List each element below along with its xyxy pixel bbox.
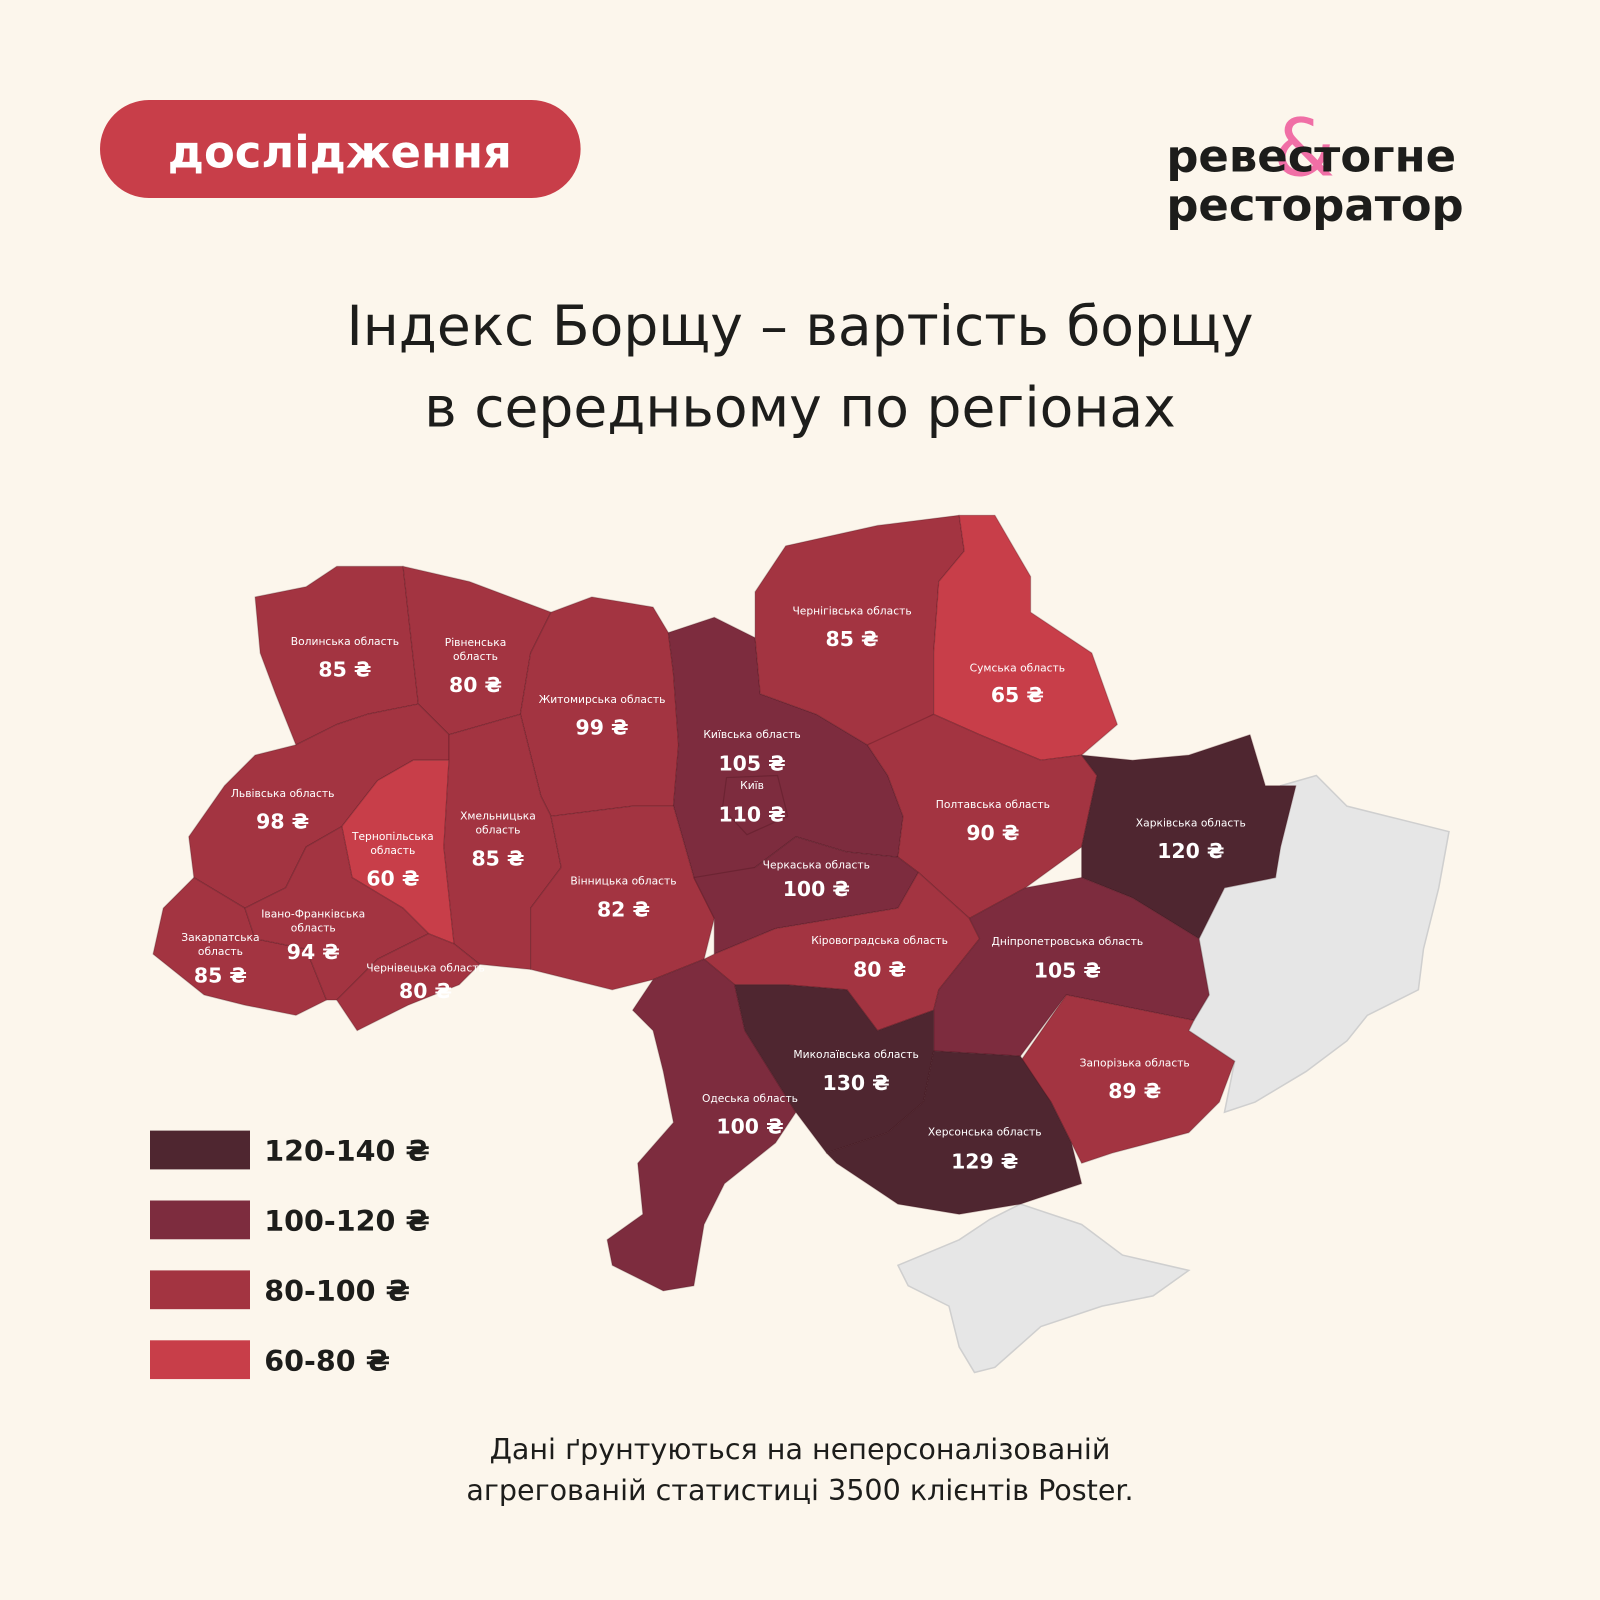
region-price: 94 ₴: [287, 940, 340, 964]
region-name: Харківська область: [1136, 817, 1246, 830]
legend-label: 100-120 ₴: [264, 1204, 430, 1238]
legend-swatch: [150, 1130, 250, 1170]
region-price: 130 ₴: [823, 1071, 890, 1095]
region-name: Сумська область: [970, 661, 1065, 674]
occupied: [896, 774, 1450, 1374]
region-name: Житомирська область: [539, 693, 666, 706]
legend-swatch: [150, 1200, 250, 1240]
region-name: Чернігівська область: [792, 604, 911, 617]
logo-line1: ревестогне: [1166, 129, 1456, 182]
legend-swatch: [150, 1340, 250, 1380]
region-name: область: [291, 922, 336, 935]
legend-label: 80-100 ₴: [264, 1274, 410, 1308]
region-name: Дніпропетровська область: [991, 935, 1143, 948]
footnote: агрегованій статистиці 3500 клієнтів Pos…: [466, 1473, 1133, 1507]
region-price: 85 ₴: [471, 846, 524, 870]
region-name: область: [370, 844, 415, 857]
region-price: 80 ₴: [399, 979, 452, 1003]
logo-line2: ресторатор: [1166, 178, 1463, 231]
region-name: Івано-Франківська: [261, 907, 365, 920]
region-price: 110 ₴: [718, 802, 785, 826]
region-price: 98 ₴: [256, 810, 309, 834]
region-price: 82 ₴: [597, 897, 650, 921]
region-name: область: [453, 650, 498, 663]
region-name: Львівська область: [231, 787, 335, 800]
region-price: 65 ₴: [991, 683, 1044, 707]
region-price: 85 ₴: [318, 658, 371, 682]
region-price: 80 ₴: [449, 673, 502, 697]
legend-swatch: [150, 1270, 250, 1310]
logo-amp: &: [1273, 102, 1335, 195]
region-price: 100 ₴: [783, 877, 850, 901]
region-shape: [1081, 734, 1297, 940]
map: [152, 514, 1297, 1292]
region-name: Хмельницька: [460, 809, 536, 822]
legend: 120-140 ₴ 100-120 ₴ 80-100 ₴ 60-80 ₴: [150, 1130, 430, 1380]
logo-part: стогне: [1288, 129, 1456, 182]
region-name: Миколаївська область: [793, 1048, 918, 1061]
badge: [100, 100, 581, 198]
region-name: Київ: [740, 779, 764, 792]
region-shape: [866, 713, 1098, 919]
footnote: Дані ґрунтуються на неперсоналізованій: [490, 1432, 1111, 1466]
region-name: Чернівецька область: [366, 961, 485, 974]
region-name: Волинська область: [291, 635, 399, 648]
region-shape: [336, 933, 481, 1032]
region-name: Одеська область: [702, 1092, 798, 1105]
region-price: 89 ₴: [1108, 1079, 1161, 1103]
region-name: Вінницька область: [570, 875, 676, 888]
occupied-area: [896, 1203, 1191, 1374]
region-price: 80 ₴: [853, 958, 906, 982]
title-line: Індекс Борщу – вартість борщу: [346, 294, 1253, 358]
region-name: Черкаська область: [763, 858, 870, 871]
region-price: 105 ₴: [1034, 959, 1101, 983]
region-name: Рівненська: [445, 636, 507, 649]
region-price: 99 ₴: [576, 716, 629, 740]
region-name: Тернопільська: [351, 830, 434, 843]
region-price: 85 ₴: [826, 627, 879, 651]
region-price: 60 ₴: [366, 867, 419, 891]
region-price: 90 ₴: [966, 821, 1019, 845]
region-name: Кіровоградська область: [811, 934, 948, 947]
region-shape: [519, 596, 680, 817]
region-price: 105 ₴: [718, 751, 785, 775]
region-price: 120 ₴: [1157, 839, 1224, 863]
region-shape: [825, 1050, 1083, 1215]
region-name: Запорізька область: [1080, 1056, 1190, 1069]
logo-part: реве: [1166, 129, 1287, 182]
region-name: Київська область: [703, 728, 800, 741]
legend-label: 120-140 ₴: [264, 1134, 430, 1168]
region-name: область: [198, 945, 243, 958]
region-price: 85 ₴: [194, 964, 247, 988]
title-line: в середньому по регіонах: [424, 376, 1175, 440]
region-name: область: [475, 824, 520, 837]
region-name: Закарпатська: [181, 931, 259, 944]
region-price: 100 ₴: [716, 1115, 783, 1139]
badge-text: дослідження: [168, 125, 512, 178]
region-price: 129 ₴: [951, 1149, 1018, 1173]
legend-label: 60-80 ₴: [264, 1344, 390, 1378]
region-name: Полтавська область: [936, 798, 1050, 811]
region-shape: [721, 774, 789, 836]
region-name: Херсонська область: [928, 1126, 1042, 1139]
occupied-area: [1187, 774, 1450, 1114]
